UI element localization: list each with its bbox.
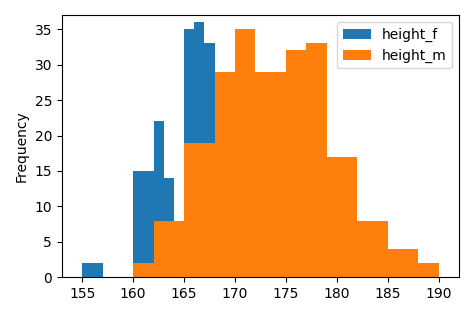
Bar bbox=[164, 178, 174, 277]
Bar bbox=[194, 143, 204, 277]
Bar bbox=[317, 43, 327, 277]
Bar bbox=[337, 157, 347, 277]
Bar bbox=[174, 242, 184, 277]
Bar bbox=[194, 22, 204, 277]
Bar bbox=[204, 143, 215, 277]
Bar bbox=[92, 263, 103, 277]
Bar bbox=[204, 43, 215, 277]
Bar bbox=[154, 121, 164, 277]
Bar bbox=[327, 157, 337, 277]
Bar bbox=[265, 72, 276, 277]
Bar bbox=[164, 221, 174, 277]
Bar bbox=[398, 249, 408, 277]
Bar bbox=[184, 29, 194, 277]
Bar bbox=[225, 164, 235, 277]
Bar bbox=[296, 51, 306, 277]
Bar bbox=[245, 29, 255, 277]
Bar bbox=[276, 72, 286, 277]
Bar bbox=[82, 263, 92, 277]
Bar bbox=[418, 263, 428, 277]
Bar bbox=[378, 221, 388, 277]
Bar bbox=[357, 221, 367, 277]
Bar bbox=[143, 263, 154, 277]
Bar bbox=[133, 263, 143, 277]
Bar bbox=[174, 221, 184, 277]
Bar bbox=[255, 72, 265, 277]
Bar bbox=[306, 43, 317, 277]
Bar bbox=[347, 157, 357, 277]
Bar bbox=[235, 29, 245, 277]
Bar bbox=[154, 221, 164, 277]
Bar bbox=[225, 72, 235, 277]
Y-axis label: Frequency: Frequency bbox=[15, 110, 29, 182]
Bar bbox=[286, 51, 296, 277]
Bar bbox=[408, 249, 418, 277]
Bar bbox=[215, 72, 225, 277]
Bar bbox=[184, 143, 194, 277]
Bar bbox=[143, 171, 154, 277]
Bar bbox=[215, 157, 225, 277]
Bar bbox=[367, 221, 378, 277]
Bar bbox=[428, 263, 438, 277]
Bar bbox=[133, 171, 143, 277]
Legend: height_f, height_m: height_f, height_m bbox=[337, 22, 452, 68]
Bar bbox=[388, 249, 398, 277]
